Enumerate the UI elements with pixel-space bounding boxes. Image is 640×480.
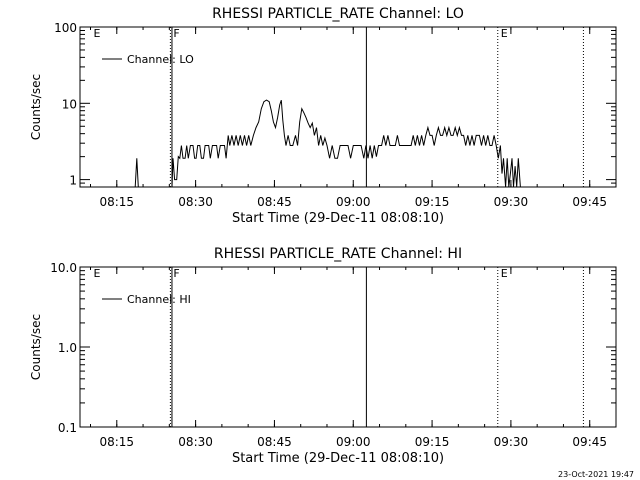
x-tick-label: 09:30 [494,195,529,209]
x-tick-label: 09:30 [494,435,529,449]
y-axis-label: Counts/sec [29,314,43,380]
x-tick-label: 09:45 [572,435,607,449]
series-line [134,158,139,188]
legend-entry: Channel: HI [127,293,191,306]
legend-entry: Channel: LO [127,53,194,66]
chart-title: RHESSI PARTICLE_RATE Channel: LO [212,6,464,22]
x-tick-label: 08:45 [257,195,292,209]
event-marker-label: E [94,267,101,280]
x-tick-label: 09:15 [415,195,450,209]
y-tick-label: 0.1 [58,421,77,435]
event-marker-label: E [94,27,101,40]
x-tick-label: 08:30 [178,435,213,449]
y-tick-label: 100 [54,21,77,35]
y-tick-label: 1.0 [58,341,77,355]
x-axis-label: Start Time (29-Dec-11 08:08:10) [232,451,444,466]
chart-title: RHESSI PARTICLE_RATE Channel: HI [214,246,462,262]
panel-hi: RHESSI PARTICLE_RATE Channel: HI 08:15 08:… [29,246,617,466]
x-tick-label: 08:15 [99,435,134,449]
plot-frame [79,266,617,428]
x-tick-label: 09:15 [415,435,450,449]
x-tick-label: 08:30 [178,195,213,209]
x-tick-label: 08:15 [99,195,134,209]
x-tick-label: 09:00 [336,195,371,209]
event-marker-label: F [173,267,179,280]
plot-frame [79,26,617,188]
event-marker-label: E [501,27,508,40]
footer-timestamp: 23-Oct-2021 19:47 [558,470,634,479]
y-tick-label: 1 [69,174,77,188]
series-line [171,99,521,188]
x-tick-label: 08:45 [257,435,292,449]
event-marker-label: F [173,27,179,40]
x-tick-label: 09:00 [336,435,371,449]
x-axis-label: Start Time (29-Dec-11 08:08:10) [232,211,444,226]
event-marker-label: E [501,267,508,280]
y-tick-label: 10 [62,97,77,111]
x-tick-label: 09:45 [572,195,607,209]
y-axis-label: Counts/sec [29,74,43,140]
y-tick-label: 10.0 [50,261,77,275]
panel-lo: RHESSI PARTICLE_RATE Channel: LO 08:15 08:… [29,6,617,226]
